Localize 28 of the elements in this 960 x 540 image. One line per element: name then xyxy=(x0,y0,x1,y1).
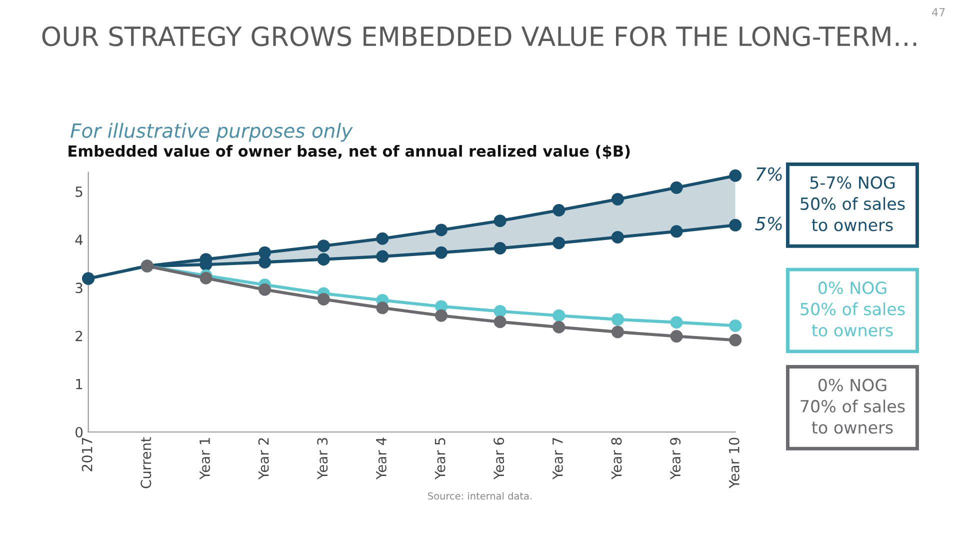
x-tick-label: 2017 xyxy=(82,438,92,472)
y-axis-title: Embedded value of owner base, net of annual realized value ($B) xyxy=(68,144,630,159)
source-note: Source: internal data. xyxy=(428,492,532,500)
y-tick-label: 4 xyxy=(75,234,83,245)
text: 5-7% NOG 50% of sales to owners xyxy=(800,176,905,232)
x-tick-label: Year 1 xyxy=(200,438,210,480)
x-tick-label: Year 5 xyxy=(434,438,446,480)
x-tick-label: Year 6 xyxy=(494,438,504,480)
x-tick-label: Year 9 xyxy=(670,438,681,480)
text: 47 xyxy=(932,8,945,16)
y-tick-label: 0 xyxy=(76,426,83,438)
x-tick-label: Year 8 xyxy=(611,438,622,480)
series-label: 5% xyxy=(755,216,782,230)
chart-title: OUR STRATEGY GROWS EMBEDDED VALUE FOR THE LONG-TERM… xyxy=(42,26,916,46)
x-tick-label: Year 7 xyxy=(552,438,563,480)
y-tick-label: 2 xyxy=(76,330,82,342)
x-tick-label: Year 2 xyxy=(258,438,269,480)
x-tick-label: Current xyxy=(140,437,152,488)
x-tick-label: Year 4 xyxy=(376,438,386,480)
chart-subtitle: For illustrative purposes only xyxy=(70,122,353,142)
x-tick-label: Year 3 xyxy=(317,438,328,480)
y-tick-label: 1 xyxy=(76,379,82,390)
series-label: 7% xyxy=(756,167,782,181)
y-tick-label: 5 xyxy=(76,186,82,197)
text: 0% NOG 70% of sales to owners xyxy=(800,378,905,434)
text: 0% NOG 50% of sales to owners xyxy=(800,282,905,337)
x-tick-label: Year 10 xyxy=(728,438,740,488)
y-tick-label: 3 xyxy=(76,282,82,294)
